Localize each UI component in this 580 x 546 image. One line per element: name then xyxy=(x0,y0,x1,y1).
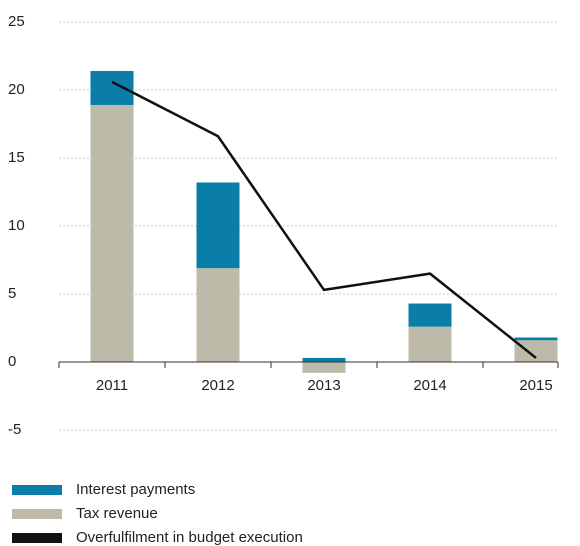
bar xyxy=(302,362,346,373)
y-tick-label: 15 xyxy=(8,149,25,166)
x-tick-label: 2015 xyxy=(519,377,552,394)
y-tick-label: 20 xyxy=(8,81,25,98)
x-tick-label: 2012 xyxy=(201,377,234,394)
bar xyxy=(196,182,240,269)
legend-swatch xyxy=(12,509,62,519)
line xyxy=(111,80,537,359)
x-tick-label: 2014 xyxy=(413,377,446,394)
y-tick-label: -5 xyxy=(8,421,21,438)
bar xyxy=(196,268,240,362)
bar xyxy=(408,303,452,327)
bar xyxy=(90,70,134,105)
y-tick-label: 25 xyxy=(8,13,25,30)
x-tick-label: 2013 xyxy=(307,377,340,394)
y-tick-label: 0 xyxy=(8,353,16,370)
legend-label: Tax revenue xyxy=(76,505,158,522)
y-tick-label: 5 xyxy=(8,285,16,302)
x-tick-label: 2011 xyxy=(96,377,128,394)
bar xyxy=(408,326,452,362)
legend-swatch xyxy=(12,485,62,495)
legend-label: Interest payments xyxy=(76,481,195,498)
bar xyxy=(90,104,134,363)
legend-swatch xyxy=(12,533,62,543)
bar xyxy=(514,337,558,341)
bar xyxy=(302,357,346,362)
y-tick-label: 10 xyxy=(8,217,25,234)
bar xyxy=(514,340,558,362)
legend-label: Overfulfilment in budget execution xyxy=(76,529,303,546)
